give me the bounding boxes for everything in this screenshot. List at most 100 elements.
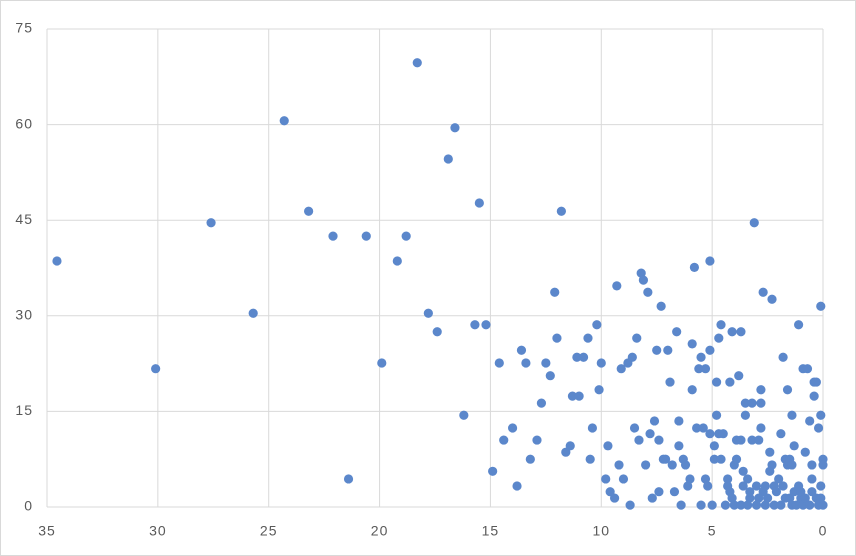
point	[680, 460, 691, 470]
x-tick-label: 10	[592, 523, 610, 539]
point	[507, 423, 518, 433]
point	[578, 352, 589, 362]
point	[596, 358, 606, 368]
point	[567, 391, 578, 401]
point	[807, 474, 817, 484]
point	[328, 231, 338, 241]
y-tick-label: 60	[15, 115, 33, 131]
point	[816, 493, 826, 503]
point	[723, 474, 733, 484]
point	[807, 460, 817, 470]
point	[765, 447, 775, 457]
point	[423, 308, 433, 318]
x-tick-label: 30	[149, 523, 167, 539]
y-tick-label: 75	[15, 20, 33, 36]
point	[587, 423, 598, 433]
point	[762, 493, 773, 503]
point	[729, 500, 739, 510]
point	[767, 460, 777, 470]
point	[645, 429, 655, 439]
point	[727, 327, 737, 337]
point	[771, 487, 782, 497]
point	[643, 287, 653, 297]
point	[816, 410, 826, 420]
point	[248, 308, 258, 318]
point	[343, 474, 354, 484]
point	[809, 391, 819, 401]
point	[705, 345, 715, 355]
point	[778, 481, 788, 491]
point	[745, 493, 755, 503]
x-tick-label: 0	[819, 523, 828, 539]
point	[711, 410, 722, 420]
point	[603, 441, 613, 451]
point	[685, 474, 695, 484]
point	[632, 333, 642, 343]
point	[660, 454, 671, 464]
point	[778, 352, 788, 362]
y-tick-label: 45	[15, 211, 33, 227]
point	[629, 423, 640, 433]
point	[716, 320, 726, 330]
point	[647, 493, 657, 503]
point	[818, 500, 828, 510]
point	[805, 416, 815, 426]
point	[818, 460, 828, 470]
point	[481, 320, 491, 330]
point	[738, 466, 748, 476]
point	[536, 398, 547, 408]
point	[649, 416, 660, 426]
point	[470, 320, 480, 330]
point	[572, 352, 582, 362]
point	[774, 474, 784, 484]
point	[743, 500, 753, 510]
x-tick-label: 5	[708, 523, 717, 539]
point	[787, 460, 797, 470]
point	[676, 500, 686, 510]
point	[709, 454, 719, 464]
point	[802, 364, 813, 374]
point	[474, 198, 484, 208]
point	[574, 391, 584, 401]
point	[627, 352, 637, 362]
point	[694, 364, 704, 374]
point	[740, 398, 751, 408]
point	[703, 481, 713, 491]
point	[512, 481, 522, 491]
point	[541, 358, 551, 368]
point	[789, 441, 799, 451]
point	[813, 423, 824, 433]
point	[756, 385, 766, 395]
x-tick-label: 20	[371, 523, 389, 539]
point	[738, 481, 748, 491]
point	[734, 371, 744, 381]
point	[727, 493, 737, 503]
point	[663, 345, 673, 355]
point	[689, 262, 700, 272]
point	[614, 460, 624, 470]
point	[674, 416, 684, 426]
point	[767, 294, 777, 304]
point	[687, 385, 697, 395]
point	[760, 481, 770, 491]
point	[450, 123, 460, 133]
point	[618, 474, 629, 484]
point	[361, 231, 371, 241]
point	[816, 481, 826, 491]
point	[800, 447, 810, 457]
point	[756, 423, 766, 433]
point	[612, 281, 622, 291]
point	[641, 460, 651, 470]
point	[545, 371, 555, 381]
point	[638, 275, 649, 285]
point	[718, 429, 728, 439]
point	[816, 301, 826, 311]
x-tick-label: 15	[482, 523, 500, 539]
point	[740, 410, 751, 420]
point	[565, 441, 575, 451]
point	[720, 500, 731, 510]
point	[656, 301, 666, 311]
point	[794, 320, 804, 330]
